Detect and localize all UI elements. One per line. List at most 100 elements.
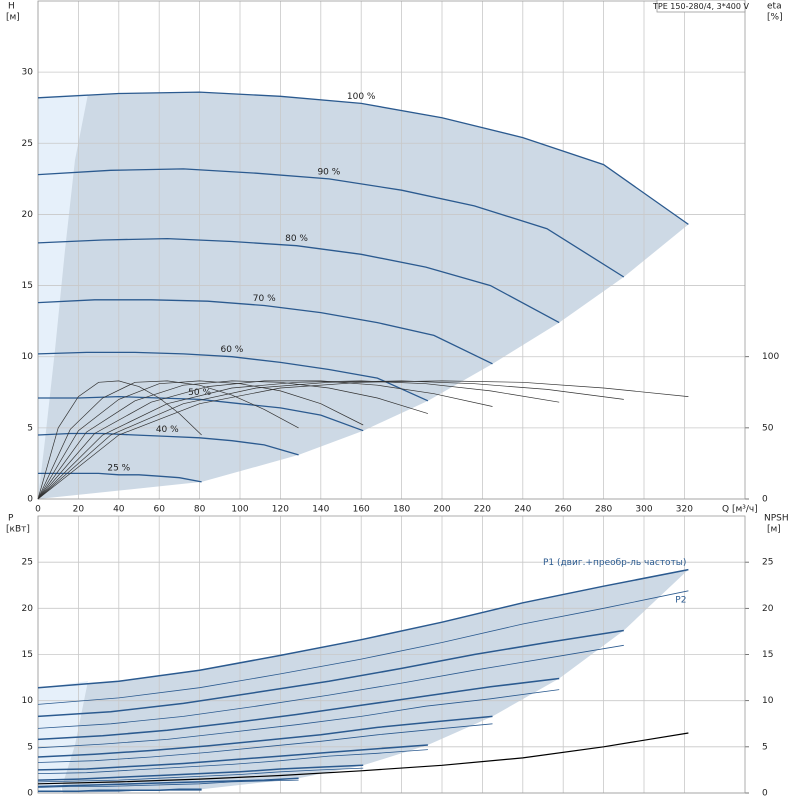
curve-label: 50 % — [188, 388, 211, 398]
x-tick-label: 0 — [35, 505, 41, 515]
y2-axis-label: NPSH — [764, 514, 789, 524]
y2-tick-label: 10 — [762, 696, 774, 706]
y2-tick-label: 100 — [762, 352, 779, 362]
curve — [37, 723, 493, 763]
curve — [37, 380, 364, 500]
curve — [37, 380, 429, 500]
operating-range — [38, 92, 689, 499]
x-tick-label: 300 — [635, 505, 652, 515]
y-tick-label: 20 — [22, 604, 34, 614]
y-axis-unit: [м] — [6, 13, 20, 23]
curve — [37, 732, 689, 785]
y-tick-label: 25 — [22, 139, 33, 149]
title-box — [656, 0, 746, 13]
curve — [37, 629, 624, 718]
curve-label: 40 % — [156, 425, 179, 435]
curve — [37, 715, 493, 758]
x-tick-label: 160 — [353, 505, 370, 515]
curve — [37, 764, 364, 781]
plot-frame — [37, 515, 746, 794]
x-tick-label: 120 — [272, 505, 289, 515]
curve-label: 70 % — [253, 294, 276, 304]
operating-range — [38, 569, 689, 793]
curve-label: 100 % — [347, 92, 376, 102]
y-tick-label: 5 — [27, 742, 33, 752]
curve — [38, 395, 364, 432]
curve-label: 90 % — [317, 167, 340, 177]
y-tick-label: 10 — [22, 696, 34, 706]
curve — [37, 380, 299, 500]
y2-tick-label: 15 — [762, 650, 773, 660]
curve — [37, 380, 689, 500]
x-tick-label: 100 — [231, 505, 248, 515]
x-tick-label: 240 — [514, 505, 531, 515]
curve — [37, 767, 364, 783]
curve-label: 80 % — [285, 234, 308, 244]
min-flow-range — [38, 94, 88, 499]
curve — [37, 777, 299, 788]
plot-frame — [37, 0, 746, 500]
y2-tick-label: 50 — [762, 423, 774, 433]
curve — [37, 749, 428, 774]
min-flow-range — [38, 681, 88, 793]
y2-tick-label: 5 — [762, 742, 768, 752]
curve — [37, 744, 428, 771]
y-tick-label: 0 — [27, 495, 33, 505]
y-tick-label: 15 — [22, 281, 33, 291]
curve — [37, 644, 624, 729]
x-axis-label: Q [м³/ч] — [722, 505, 758, 515]
y2-axis-unit: [%] — [767, 13, 783, 23]
y-tick-label: 20 — [22, 210, 34, 220]
y2-tick-label: 25 — [762, 558, 773, 568]
x-tick-label: 60 — [153, 505, 165, 515]
curve — [37, 432, 299, 456]
y-tick-label: 15 — [22, 650, 33, 660]
curve — [37, 677, 560, 741]
y-axis-label: H — [8, 2, 15, 12]
x-tick-label: 40 — [113, 505, 125, 515]
legend-label: P1 (двиг.+преобр-ль частоты) — [543, 558, 687, 568]
y2-tick-label: 0 — [762, 495, 768, 505]
y2-axis-label: eta — [767, 2, 782, 12]
x-tick-label: 320 — [676, 505, 693, 515]
x-tick-label: 80 — [194, 505, 206, 515]
curve — [37, 237, 560, 324]
curve — [37, 380, 624, 500]
y2-tick-label: 20 — [762, 604, 774, 614]
x-tick-label: 140 — [312, 505, 329, 515]
curve — [38, 472, 202, 483]
curve — [37, 351, 429, 402]
y-tick-label: 0 — [27, 789, 33, 799]
y-tick-label: 30 — [22, 68, 34, 78]
x-tick-label: 20 — [73, 505, 85, 515]
curve-label: 25 % — [107, 463, 130, 473]
curve — [37, 299, 493, 365]
curve — [37, 568, 689, 689]
x-tick-label: 220 — [474, 505, 491, 515]
x-tick-label: 260 — [555, 505, 572, 515]
curve — [37, 380, 493, 500]
y-tick-label: 25 — [22, 558, 33, 568]
x-tick-label: 280 — [595, 505, 612, 515]
curve — [37, 91, 689, 225]
curve — [37, 689, 560, 749]
y-axis-unit: [кВт] — [6, 525, 30, 535]
y-tick-label: 5 — [27, 423, 33, 433]
curve — [37, 380, 202, 500]
x-tick-label: 200 — [433, 505, 450, 515]
curve-label: 60 % — [220, 345, 243, 355]
legend-label: P2 — [675, 595, 686, 605]
curve — [37, 779, 299, 788]
y-axis-label: P — [8, 514, 14, 524]
curve — [38, 789, 202, 792]
curve — [37, 168, 625, 278]
chart-title: TPE 150-280/4, 3*400 V — [652, 2, 750, 11]
curve — [37, 380, 560, 500]
curve — [37, 590, 689, 705]
y-tick-label: 10 — [22, 352, 34, 362]
y2-tick-label: 0 — [762, 789, 768, 799]
x-tick-label: 180 — [393, 505, 410, 515]
y2-axis-unit: [м] — [767, 525, 781, 535]
